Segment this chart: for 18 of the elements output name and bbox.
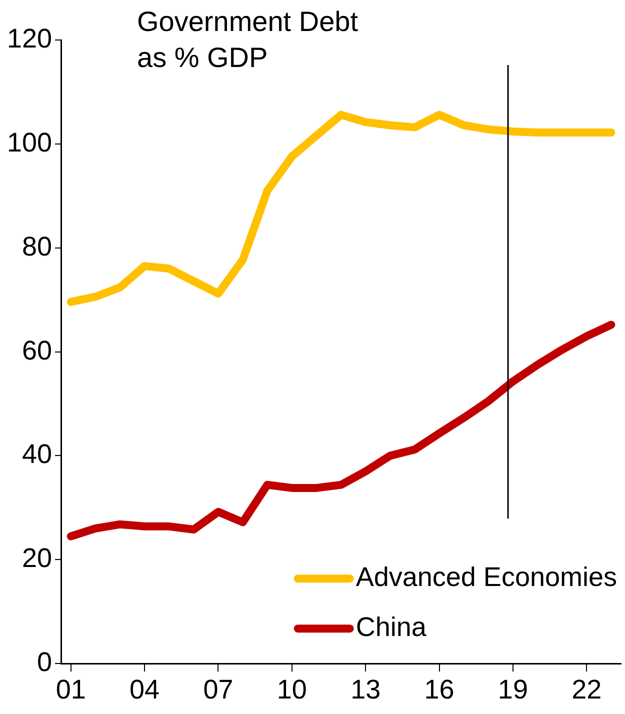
x-tick-label: 13 — [350, 674, 381, 704]
y-tick-label: 80 — [22, 231, 52, 262]
x-tick-label: 19 — [498, 674, 528, 704]
x-tick-label: 10 — [276, 674, 307, 704]
chart-title: Government Debt as % GDP — [137, 5, 359, 75]
y-tick-label: 60 — [22, 335, 52, 366]
y-tick-label: 100 — [6, 127, 52, 158]
y-tick-label: 20 — [22, 543, 52, 574]
y-tick-label: 120 — [6, 23, 52, 54]
x-tick-label: 01 — [56, 674, 86, 704]
x-tick-label: 22 — [572, 674, 602, 704]
x-tick-label: 07 — [203, 674, 234, 704]
x-tick-label: 04 — [130, 674, 160, 704]
legend-label: Advanced Economies — [356, 562, 617, 592]
x-tick-label: 16 — [424, 674, 454, 704]
y-tick-label: 40 — [22, 439, 52, 470]
legend-label: China — [356, 612, 428, 642]
y-tick-label: 0 — [37, 647, 52, 678]
